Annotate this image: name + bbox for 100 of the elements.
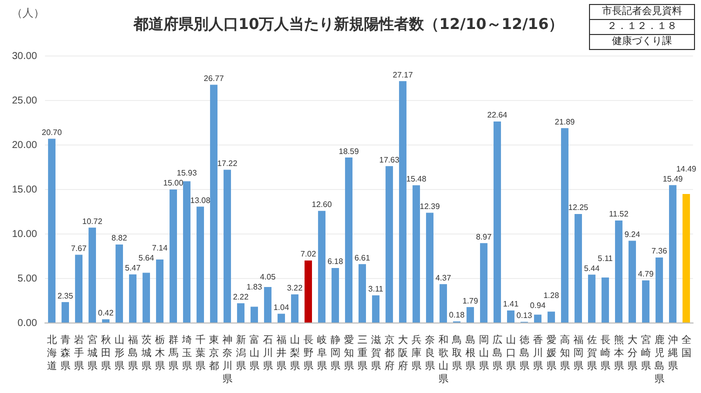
x-tick-label: 群馬県	[167, 334, 178, 372]
data-label: 17.63	[379, 155, 400, 164]
y-tick-label: 20.00	[12, 140, 38, 151]
bar	[75, 254, 82, 322]
data-label: 13.08	[190, 196, 211, 205]
y-tick-label: 5.00	[18, 273, 38, 284]
data-label: 7.02	[300, 250, 317, 259]
data-label: 26.77	[204, 74, 224, 83]
x-tick-label: 佐賀県	[586, 335, 597, 372]
bar	[588, 274, 596, 322]
bar	[642, 280, 650, 322]
bar	[170, 190, 177, 322]
x-tick-label: 福岡県	[573, 334, 584, 372]
data-label: 7.14	[152, 244, 168, 253]
y-tick-label: 10.00	[12, 228, 38, 240]
x-tick-label: 福島県	[128, 334, 138, 372]
data-label: 2.22	[232, 292, 250, 302]
data-label: 1.28	[543, 291, 560, 300]
bar	[88, 228, 96, 322]
data-label: 6.61	[354, 253, 371, 262]
bar	[682, 194, 690, 322]
bar	[48, 138, 56, 322]
y-tick-label: 0.00	[18, 318, 38, 329]
x-tick-label: 岡山県	[478, 335, 489, 372]
x-tick-label: 富山県	[249, 334, 260, 372]
x-tick-label: 香川県	[532, 334, 543, 372]
bar	[399, 81, 406, 322]
bar	[440, 284, 447, 322]
bar	[615, 220, 622, 322]
data-label: 15.48	[406, 174, 427, 184]
data-label: 4.37	[435, 273, 452, 282]
x-tick-label: 福井県	[276, 334, 286, 372]
data-label: 1.04	[273, 302, 290, 312]
x-tick-label: 和歌山県	[438, 334, 448, 386]
x-tick-label: 熊本県	[614, 334, 624, 372]
x-tick-label: 奈良県	[424, 335, 435, 372]
data-label: 12.25	[568, 203, 589, 212]
x-tick-label: 徳島県	[519, 335, 530, 372]
data-label: 6.18	[327, 257, 344, 266]
bar	[426, 212, 434, 322]
bar	[332, 268, 339, 322]
data-label: 12.60	[312, 200, 332, 210]
x-tick-label: 山形県	[114, 334, 124, 372]
x-tick-label: 岐阜県	[316, 334, 327, 372]
bar	[102, 319, 110, 322]
bar	[345, 158, 352, 322]
data-label: 15.49	[662, 174, 684, 184]
data-label: 5.47	[124, 264, 142, 273]
bar	[548, 312, 555, 322]
bar	[196, 206, 204, 322]
data-label: 5.44	[584, 264, 600, 273]
chart-title: 都道府県別人口10万人当たり新規陽性者数（12/10～12/16）	[132, 14, 564, 33]
y-tick-label: 15.00	[12, 184, 38, 196]
x-tick-label: 東京都	[208, 334, 219, 372]
x-tick-label: 全国	[681, 334, 692, 360]
data-label: 3.11	[368, 284, 384, 294]
text: 市長記者会見資料	[590, 5, 694, 20]
x-tick-label: 山口県	[506, 334, 516, 372]
y-tick-label: 30.00	[12, 50, 38, 62]
x-tick-label: 秋田県	[100, 334, 111, 372]
x-tick-label: 新潟県	[236, 334, 246, 372]
bar	[561, 128, 568, 322]
x-tick-label: 鹿児島県	[654, 334, 664, 386]
bar	[224, 170, 231, 322]
x-tick-label: 愛知県	[344, 334, 354, 372]
x-tick-label: 長野県	[303, 335, 314, 372]
data-label: 3.22	[286, 284, 304, 293]
data-label: 4.05	[260, 272, 276, 282]
bar	[116, 244, 123, 322]
bar	[304, 260, 312, 322]
bar	[412, 185, 420, 322]
x-tick-label: 高知県	[560, 334, 570, 372]
data-label: 1.41	[502, 300, 520, 309]
bar	[669, 185, 676, 322]
bar	[156, 259, 164, 322]
bar	[318, 210, 326, 322]
bar	[358, 264, 366, 322]
x-tick-label: 岩手県	[74, 334, 84, 372]
data-label: 5.11	[598, 254, 614, 263]
bar	[386, 166, 393, 322]
text: ２．１２．１８	[590, 20, 694, 35]
bar	[210, 84, 218, 322]
data-label: 7.36	[651, 246, 668, 256]
data-label: 10.72	[82, 216, 103, 226]
x-tick-label: 広島県	[492, 334, 502, 372]
x-tick-label: 沖縄県	[666, 334, 678, 372]
bar	[183, 181, 190, 322]
x-tick-label: 大分県	[627, 334, 638, 372]
data-label: 14.49	[676, 164, 697, 174]
y-axis-title: （人）	[12, 6, 44, 20]
data-label: 8.82	[111, 234, 128, 243]
data-label: 2.35	[57, 291, 74, 300]
bar	[129, 274, 136, 322]
data-label: 12.39	[420, 202, 440, 211]
y-tick-label: 25.00	[12, 95, 38, 106]
x-tick-label: 愛媛県	[546, 334, 556, 372]
x-tick-label: 島根県	[465, 334, 476, 372]
x-tick-label: 京都府	[384, 334, 394, 372]
data-label: 4.79	[638, 270, 654, 279]
bar	[480, 243, 488, 322]
